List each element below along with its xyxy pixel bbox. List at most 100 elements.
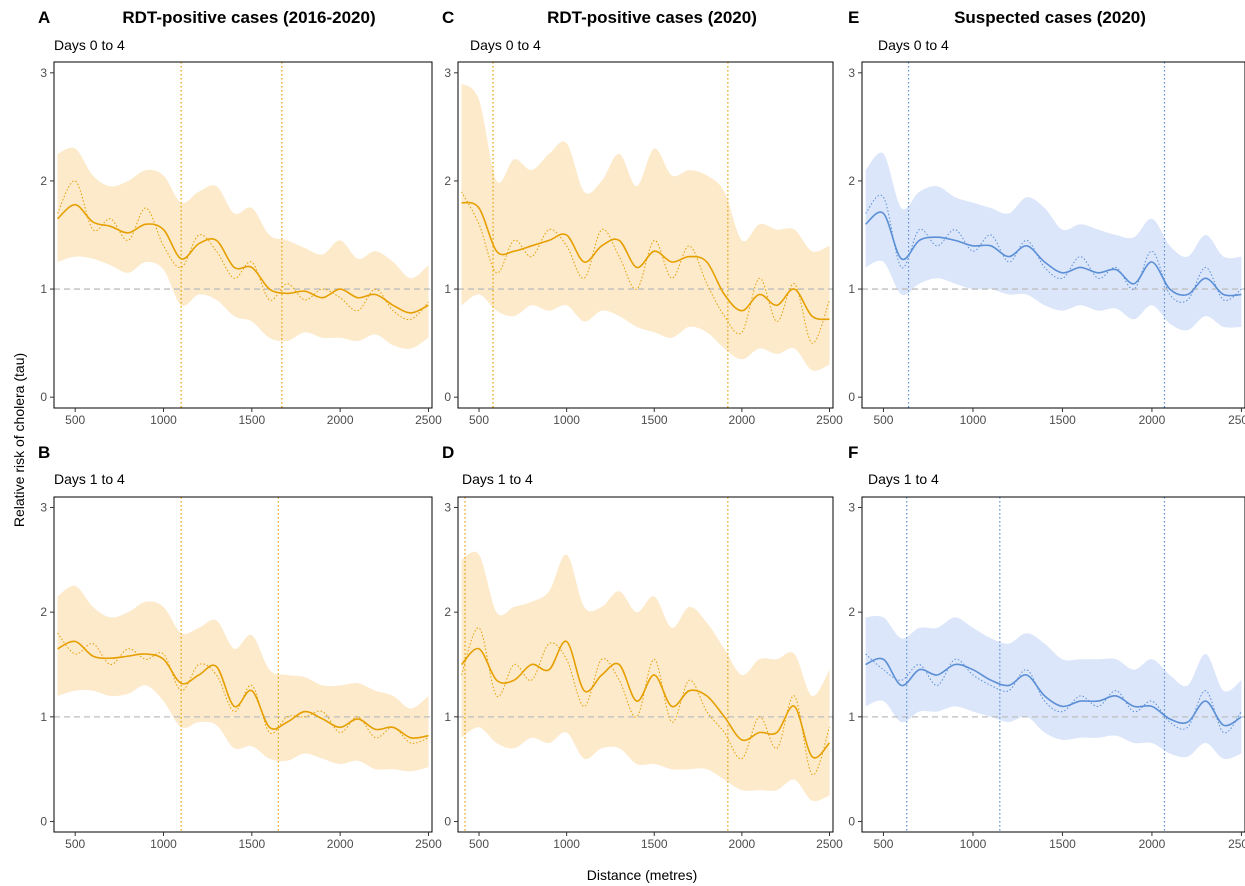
panel-letter: F: [848, 443, 858, 462]
x-tick-label: 1000: [960, 413, 987, 427]
plot-area: [458, 497, 833, 832]
y-tick-label: 2: [444, 174, 451, 188]
y-tick-label: 0: [848, 390, 855, 404]
y-tick-label: 2: [444, 605, 451, 619]
raw-estimate-line: [865, 194, 1242, 303]
panel-border: [861, 61, 1245, 409]
x-tick-label: 1000: [553, 413, 580, 427]
y-tick-label: 1: [444, 282, 451, 296]
x-tick-label: 2500: [1228, 837, 1245, 851]
y-tick-label: 0: [444, 390, 451, 404]
confidence-band: [865, 152, 1242, 331]
y-tick-label: 3: [444, 500, 451, 514]
x-tick-label: 1500: [238, 837, 265, 851]
smoothed-estimate-line: [57, 640, 429, 739]
smoothed-estimate-line: [56, 203, 429, 314]
x-tick-label: 500: [65, 413, 85, 427]
x-tick-label: 2000: [327, 413, 354, 427]
y-tick-label: 1: [444, 710, 451, 724]
y-tick-label: 3: [40, 66, 47, 80]
y-tick-label: 0: [444, 815, 451, 829]
x-tick-label: 1500: [1049, 837, 1076, 851]
panel-border: [457, 496, 834, 833]
x-tick-label: 500: [873, 413, 893, 427]
x-tick-label: 500: [65, 837, 85, 851]
x-tick-label: 2500: [415, 413, 442, 427]
panel-letter: E: [848, 8, 859, 27]
x-tick-label: 2500: [816, 413, 843, 427]
confidence-band: [57, 585, 429, 772]
y-tick-label: 3: [40, 500, 47, 514]
x-tick-label: 1000: [553, 837, 580, 851]
panel-border: [53, 61, 433, 409]
raw-estimate-line: [461, 191, 830, 344]
confidence-band: [57, 147, 429, 349]
x-tick-label: 1500: [641, 837, 668, 851]
smoothed-estimate-line: [865, 211, 1242, 297]
x-tick-label: 2500: [1228, 413, 1245, 427]
panel-e: E Days 0 to 4 500 1000 1500 2000 2500 0 1 2 3: [848, 8, 1245, 427]
smoothed-estimate-line: [460, 640, 831, 759]
panel-border: [457, 61, 834, 409]
panel-letter: A: [38, 8, 50, 27]
panel-border: [861, 496, 1245, 833]
y-tick-label: 1: [40, 710, 47, 724]
column-title-2: RDT-positive cases (2020): [547, 8, 757, 27]
y-tick-label: 1: [848, 710, 855, 724]
y-tick-label: 1: [40, 282, 47, 296]
x-tick-label: 500: [469, 837, 489, 851]
smoothed-estimate-line: [461, 201, 830, 321]
x-tick-label: 2500: [816, 837, 843, 851]
y-tick-label: 3: [848, 500, 855, 514]
x-axis-label: Distance (metres): [587, 867, 697, 883]
y-tick-label: 2: [40, 174, 47, 188]
x-tick-label: 2500: [415, 837, 442, 851]
panel-letter: D: [442, 443, 454, 462]
panel-d: D Days 1 to 4 500 1000 1500 2000 2500 0 1 2 3: [442, 443, 843, 851]
x-tick-label: 1500: [1049, 413, 1076, 427]
x-tick-label: 500: [873, 837, 893, 851]
x-tick-label: 2000: [729, 413, 756, 427]
panel-letter: C: [442, 8, 454, 27]
panel-subtitle: Days 0 to 4: [54, 37, 125, 53]
y-tick-label: 0: [40, 815, 47, 829]
panel-subtitle: Days 0 to 4: [878, 37, 949, 53]
y-tick-label: 0: [40, 390, 47, 404]
y-tick-label: 2: [40, 605, 47, 619]
plot-area: [54, 62, 432, 408]
panel-subtitle: Days 1 to 4: [868, 471, 939, 487]
y-tick-label: 3: [444, 66, 451, 80]
plot-area: [862, 62, 1245, 408]
x-tick-label: 1500: [238, 413, 265, 427]
column-title-3: Suspected cases (2020): [954, 8, 1146, 27]
column-title-1: RDT-positive cases (2016-2020): [122, 8, 375, 27]
panel-subtitle: Days 1 to 4: [54, 471, 125, 487]
y-axis-label: Relative risk of cholera (tau): [11, 353, 27, 527]
panel-border: [53, 496, 433, 833]
panel-c: C Days 0 to 4 500 1000 1500 2000 2500 0 1 2 3: [442, 8, 843, 427]
confidence-band: [461, 83, 830, 371]
panel-subtitle: Days 1 to 4: [462, 471, 533, 487]
confidence-band: [461, 551, 830, 802]
y-tick-label: 3: [848, 66, 855, 80]
panel-f: F Days 1 to 4 500 1000 1500 2000 2500 0 1 2 3: [848, 443, 1245, 851]
x-tick-label: 2000: [327, 837, 354, 851]
x-tick-label: 1000: [960, 837, 987, 851]
raw-estimate-line: [865, 653, 1242, 734]
panel-subtitle: Days 0 to 4: [470, 37, 541, 53]
x-tick-label: 2000: [729, 837, 756, 851]
panel-letter: B: [38, 443, 50, 462]
plot-area: [862, 497, 1245, 832]
x-tick-label: 2000: [1139, 837, 1166, 851]
x-tick-label: 500: [469, 413, 489, 427]
confidence-band: [865, 615, 1242, 760]
y-tick-label: 2: [848, 605, 855, 619]
y-tick-label: 1: [848, 282, 855, 296]
plot-area: [54, 497, 432, 832]
x-tick-label: 1000: [150, 837, 177, 851]
plot-area: [458, 62, 833, 408]
